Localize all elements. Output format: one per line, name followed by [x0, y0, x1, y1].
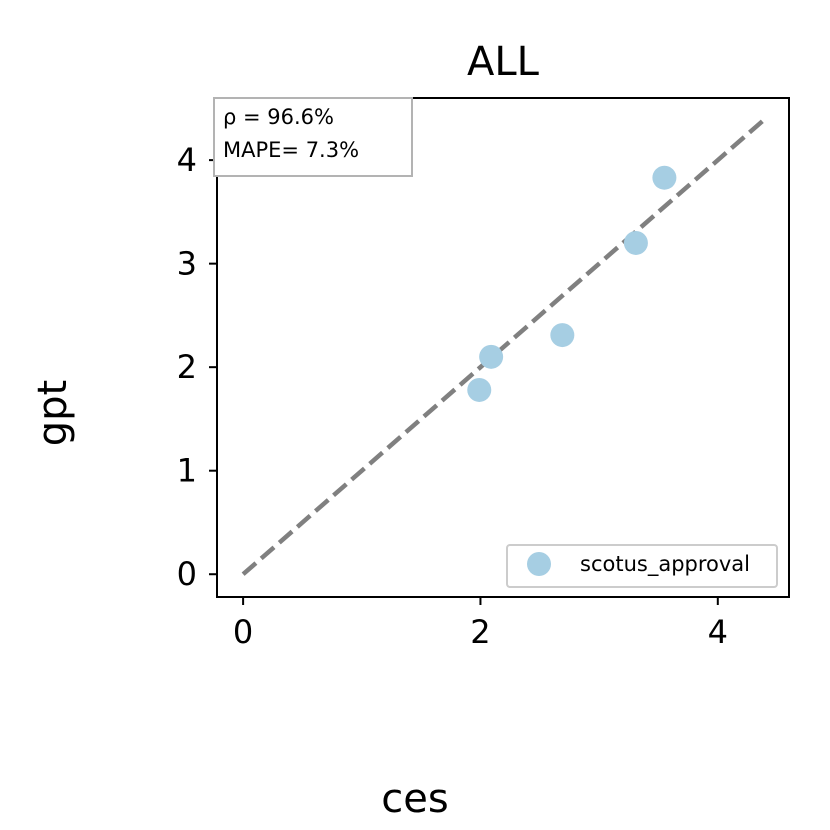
data-point	[652, 165, 677, 190]
data-point	[479, 344, 504, 369]
data-point	[550, 323, 575, 348]
rho-annotation: ρ = 96.6%	[223, 105, 334, 129]
data-point	[623, 230, 648, 255]
stats-annotation-box	[213, 97, 413, 177]
x-axis-ticks: 0 2 4	[233, 597, 728, 651]
y-tick-label: 0	[177, 555, 197, 593]
data-point	[467, 377, 492, 402]
legend-box	[506, 544, 778, 588]
x-tick-label: 0	[233, 613, 253, 651]
chart-title: ALL	[467, 39, 540, 85]
y-tick-label: 4	[177, 141, 197, 179]
y-axis-label: gpt	[30, 380, 76, 446]
identity-reference-line	[241, 117, 767, 576]
x-tick-label: 4	[708, 613, 728, 651]
y-axis-ticks: 0 1 2 3 4	[177, 141, 217, 593]
data-points	[467, 165, 677, 402]
y-tick-label: 1	[177, 452, 197, 490]
legend-label: scotus_approval	[580, 552, 750, 577]
x-axis-label: ces	[381, 776, 448, 822]
x-tick-label: 2	[470, 613, 490, 651]
mape-annotation: MAPE= 7.3%	[223, 138, 359, 162]
y-tick-label: 3	[177, 245, 197, 283]
y-tick-label: 2	[177, 348, 197, 386]
reference-line-layer	[241, 117, 767, 576]
legend-marker	[527, 552, 551, 576]
